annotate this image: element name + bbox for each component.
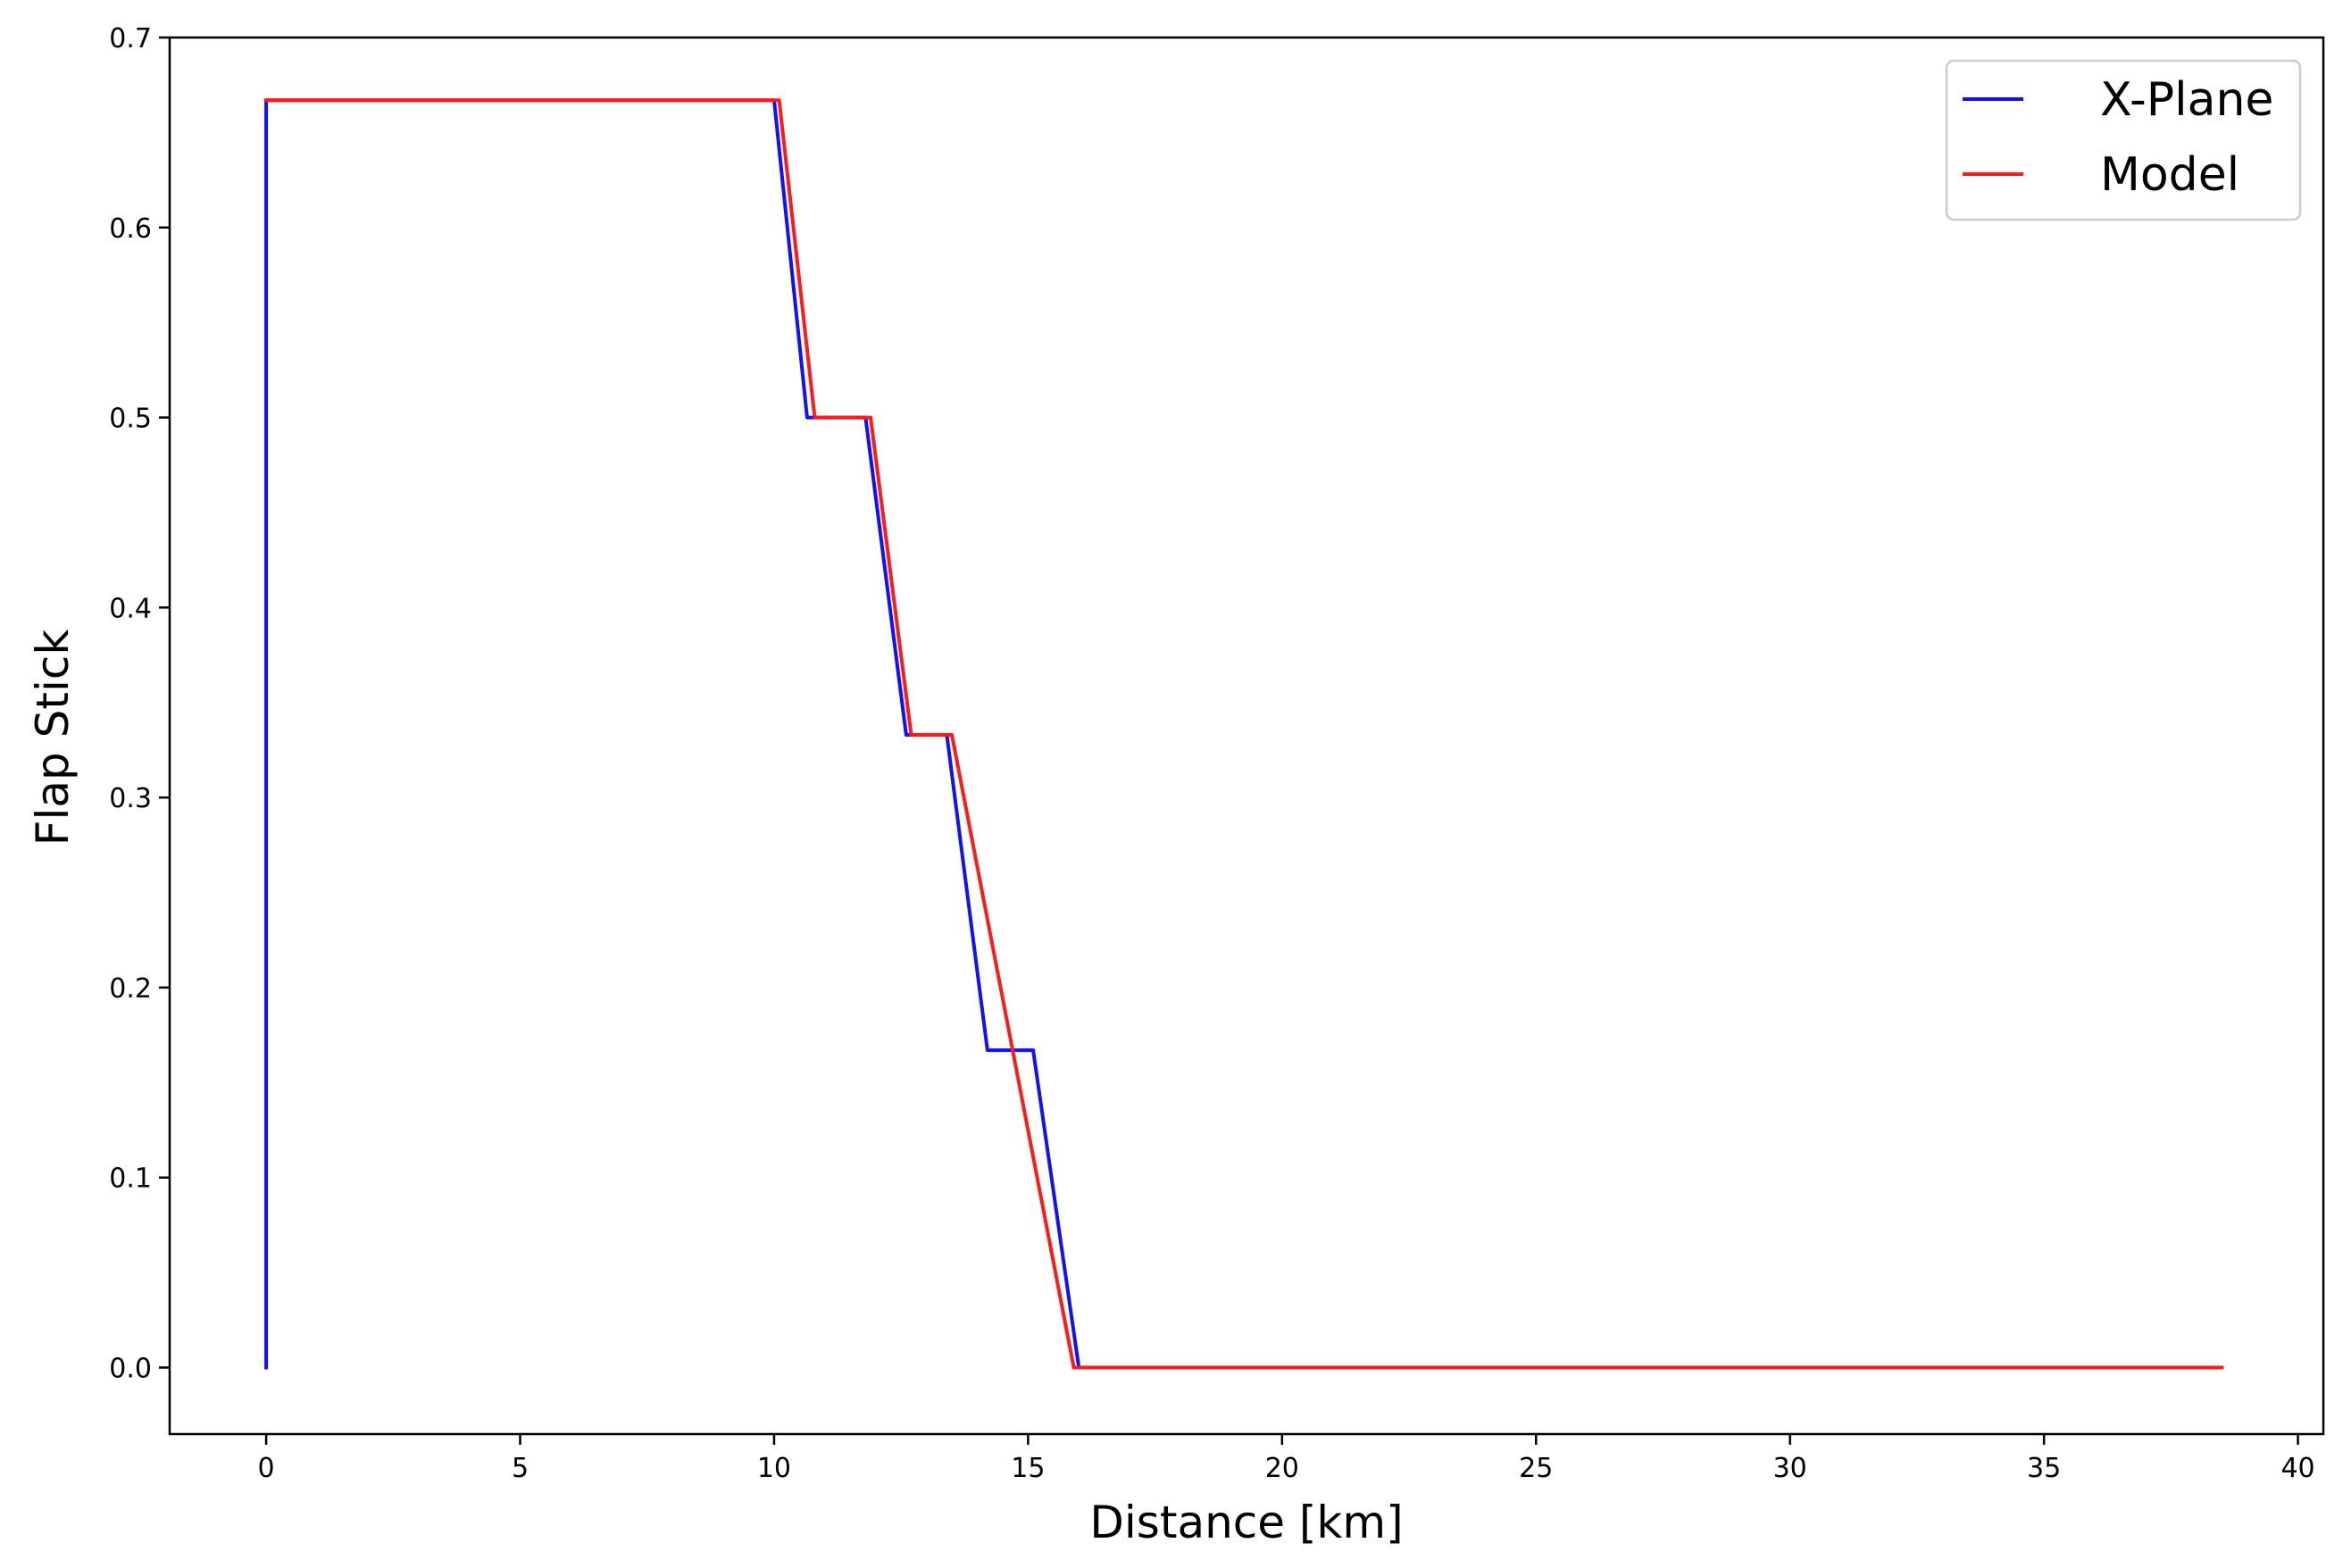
series-line-model: [264, 98, 2224, 1370]
x-tick-label: 10: [757, 1453, 791, 1484]
y-axis-ticks: 0.0 0.1 0.2 0.3 0.4 0.5 0.6 0.7: [109, 23, 170, 1385]
x-tick-label: 40: [2280, 1453, 2314, 1484]
y-tick-label: 0.5: [109, 404, 152, 435]
y-tick-label: 0.6: [109, 213, 152, 245]
legend: X-Plane Model: [1945, 59, 2302, 221]
x-tick-label: 15: [1011, 1453, 1045, 1484]
y-tick-label: 0.3: [109, 783, 152, 814]
plot-frame: [168, 36, 2325, 1436]
legend-label-model: Model: [2100, 148, 2239, 202]
legend-label-xplane: X-Plane: [2100, 73, 2273, 127]
x-tick-label: 35: [2027, 1453, 2061, 1484]
y-tick-label: 0.4: [109, 593, 152, 624]
y-tick-label: 0.7: [109, 23, 152, 54]
y-tick-label: 0.1: [109, 1163, 152, 1195]
y-tick-label: 0.2: [109, 973, 152, 1005]
x-tick-label: 0: [258, 1453, 275, 1484]
y-tick-label: 0.0: [109, 1354, 152, 1385]
legend-box: [1945, 59, 2302, 221]
y-axis-title: Flap Stick: [27, 630, 79, 847]
plot-lines: [264, 98, 2224, 1370]
x-tick-label: 25: [1519, 1453, 1553, 1484]
x-tick-label: 20: [1265, 1453, 1299, 1484]
x-tick-label: 30: [1773, 1453, 1807, 1484]
x-tick-label: 5: [512, 1453, 529, 1484]
x-axis-title: Distance [km]: [1089, 1497, 1403, 1548]
x-axis-ticks: 0 5 10 15 20 25 30 35 40: [258, 1434, 2315, 1484]
